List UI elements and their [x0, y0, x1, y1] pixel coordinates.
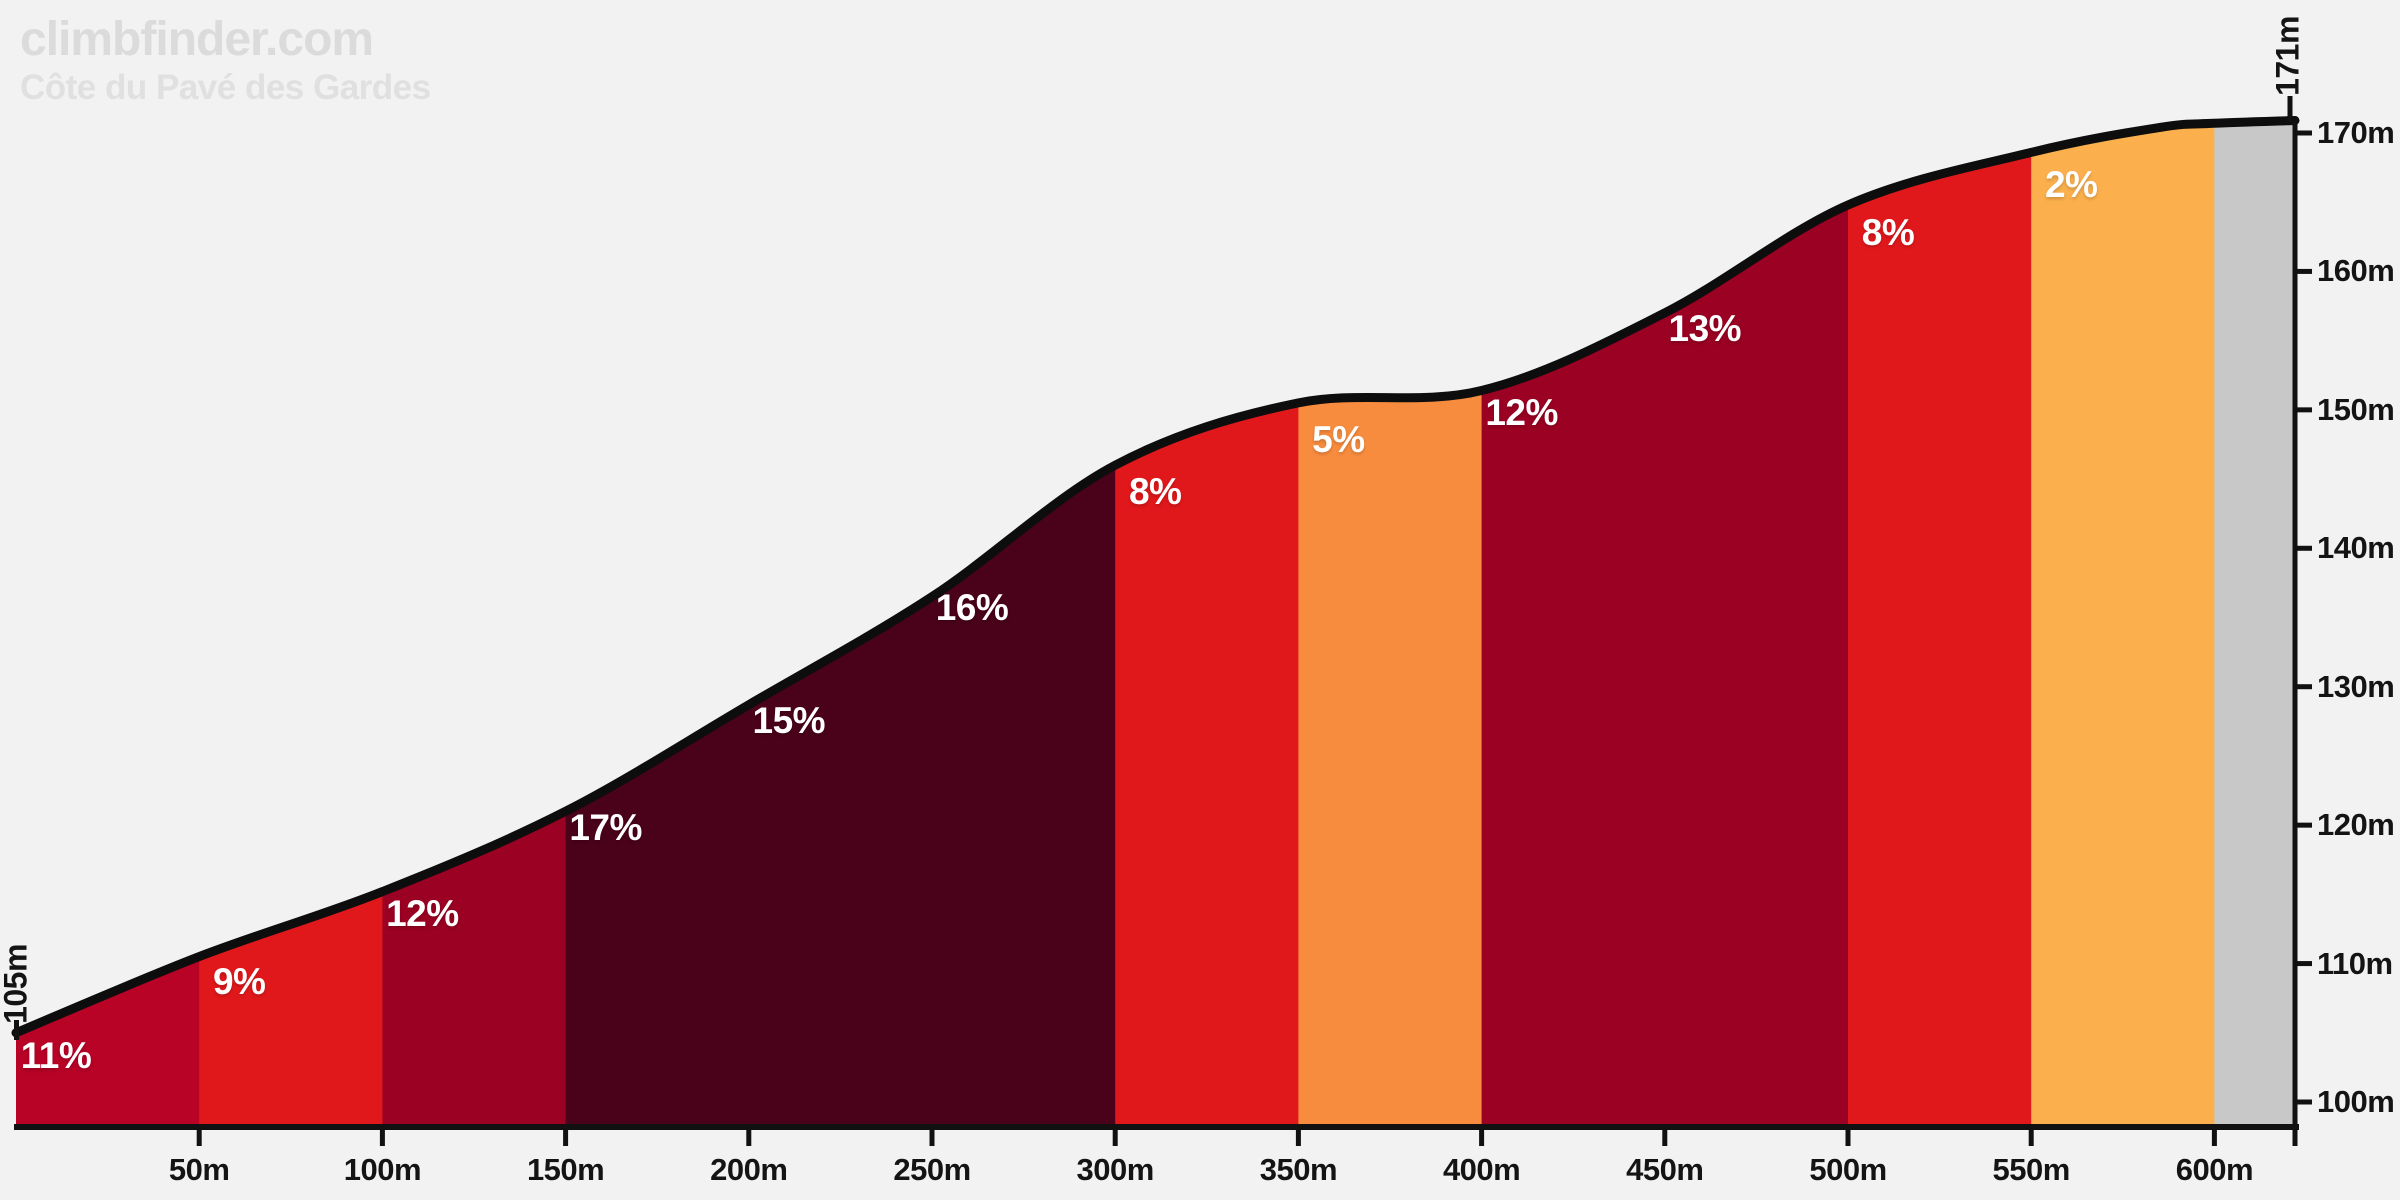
y-axis-line — [2292, 121, 2298, 1146]
gradient-label-500m: 8% — [1861, 212, 1915, 254]
x-axis-line — [14, 1124, 2300, 1130]
y-axis-tick — [2295, 130, 2313, 136]
y-axis-tick — [2295, 407, 2313, 413]
gradient-label-250m: 16% — [935, 586, 1009, 628]
y-tick-label-130m: 130m — [2317, 668, 2395, 704]
gradient-label-100m: 12% — [386, 892, 459, 934]
segment-fill-15pct — [748, 596, 933, 1130]
segment-fill-17pct — [565, 704, 750, 1130]
x-tick-label-500m: 500m — [1809, 1152, 1887, 1187]
y-axis-tick — [2295, 684, 2313, 690]
x-axis-tick — [1112, 1130, 1118, 1146]
x-tick-label-250m: 250m — [893, 1152, 971, 1187]
segment-fill-5pct — [1298, 390, 1483, 1130]
summit-elevation-label: 171m — [2269, 16, 2306, 96]
segment-fill-8pct — [1115, 402, 1299, 1130]
segment-fill-end-flat — [2214, 120, 2296, 1130]
y-tick-label-160m: 160m — [2317, 253, 2395, 289]
gradient-label-350m: 5% — [1312, 419, 1365, 461]
y-axis-tick — [2295, 268, 2313, 274]
x-tick-label-100m: 100m — [343, 1152, 422, 1187]
x-axis-tick — [1845, 1130, 1851, 1146]
x-tick-label-50m: 50m — [168, 1152, 230, 1187]
gradient-label-150m: 17% — [569, 806, 642, 848]
y-tick-label-140m: 140m — [2317, 530, 2395, 566]
y-tick-label-100m: 100m — [2317, 1084, 2395, 1119]
x-tick-label-600m: 600m — [2175, 1152, 2254, 1187]
gradient-label-200m: 15% — [752, 699, 826, 741]
climb-name-subtitle: Côte du Pavé des Gardes — [20, 67, 431, 107]
segment-fill-16pct — [932, 464, 1116, 1130]
x-axis-tick — [1662, 1130, 1668, 1146]
x-axis-tick — [2028, 1130, 2034, 1146]
x-axis-tick — [2211, 1130, 2217, 1146]
gradient-label-50m: 9% — [212, 961, 266, 1003]
y-axis-tick — [2295, 1099, 2313, 1105]
logo: climbfinder.com Côte du Pavé des Gardes — [20, 13, 431, 107]
summit-elevation-tick — [2287, 96, 2293, 122]
logo-title: climbfinder.com — [20, 13, 374, 66]
y-tick-label-120m: 120m — [2317, 807, 2395, 843]
y-axis-tick — [2295, 545, 2313, 551]
gradient-label-550m: 2% — [2044, 163, 2098, 205]
gradient-label-450m: 13% — [1668, 308, 1742, 350]
start-elevation-tick — [14, 1020, 19, 1040]
x-tick-label-450m: 450m — [1626, 1152, 1704, 1187]
x-axis-tick — [563, 1130, 569, 1146]
x-axis-tick — [746, 1130, 752, 1146]
x-tick-label-550m: 550m — [1992, 1152, 2071, 1187]
x-axis-tick — [196, 1130, 202, 1146]
segment-fill-9pct — [199, 891, 383, 1130]
x-tick-label-300m: 300m — [1076, 1152, 1155, 1187]
segment-fill-8pct — [1848, 152, 2032, 1130]
segment-fill-2pct — [2031, 123, 2215, 1130]
segment-fill-12pct — [1481, 312, 1666, 1130]
gradient-label-300m: 8% — [1128, 470, 1182, 512]
x-axis-tick — [1479, 1130, 1485, 1146]
y-tick-label-110m: 110m — [2317, 945, 2393, 981]
x-axis-tick — [929, 1130, 935, 1146]
elevation-profile-line — [11, 116, 2300, 1038]
y-axis-tick — [2295, 822, 2313, 828]
x-tick-label-200m: 200m — [710, 1152, 788, 1187]
x-tick-label-350m: 350m — [1259, 1152, 1338, 1187]
x-axis-tick — [379, 1130, 385, 1146]
y-tick-label-170m: 170m — [2317, 114, 2395, 150]
x-tick-label-150m: 150m — [526, 1152, 605, 1187]
gradient-label-400m: 12% — [1485, 392, 1558, 434]
y-axis-tick — [2295, 961, 2313, 967]
x-tick-label-400m: 400m — [1442, 1152, 1521, 1187]
start-elevation-label: 105m — [0, 944, 34, 1024]
segment-fill-13pct — [1664, 204, 1849, 1130]
y-tick-label-150m: 150m — [2317, 391, 2395, 427]
segment-fill-11pct — [16, 956, 200, 1130]
gradient-label-0m: 11% — [20, 1035, 92, 1077]
segment-fill-12pct — [382, 810, 567, 1130]
x-axis-tick — [1295, 1130, 1301, 1146]
